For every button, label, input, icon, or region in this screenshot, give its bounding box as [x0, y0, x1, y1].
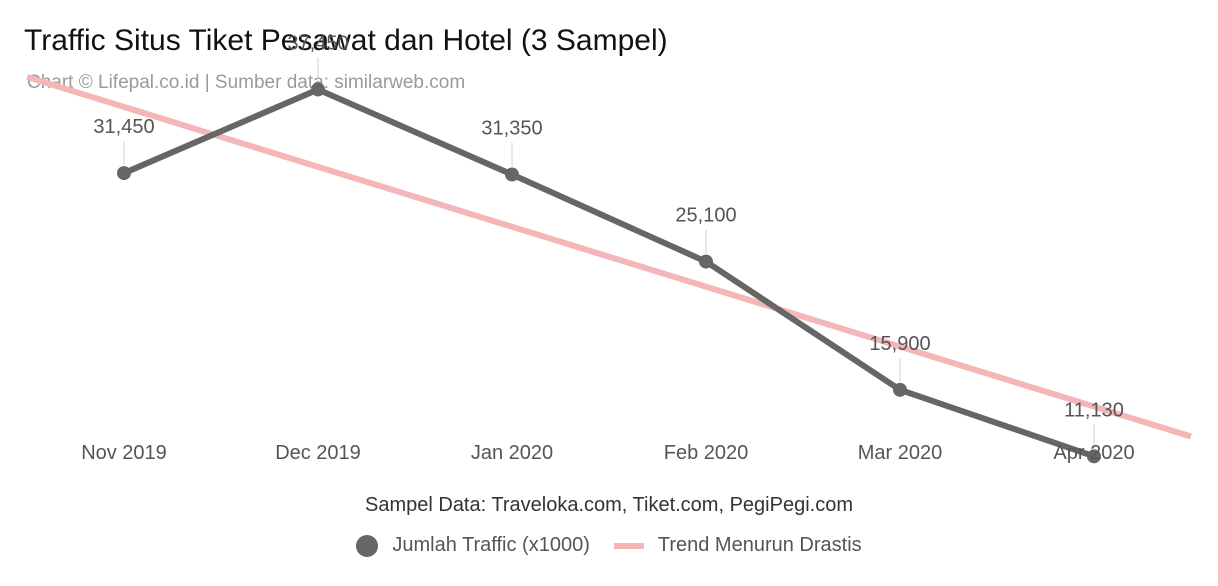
data-label: 37,450: [287, 32, 348, 54]
data-label: 25,100: [675, 205, 736, 227]
x-tick-label: Nov 2019: [81, 442, 167, 464]
sample-data-note: Sampel Data: Traveloka.com, Tiket.com, P…: [365, 494, 853, 516]
x-tick-label: Apr 2020: [1053, 442, 1134, 464]
legend-marker-line: [613, 542, 644, 549]
trend-line: [26, 74, 1192, 440]
x-tick-label: Jan 2020: [471, 442, 553, 464]
chart-title: Traffic Situs Tiket Pesawat dan Hotel (3…: [24, 24, 668, 57]
data-point[interactable]: [117, 166, 131, 181]
data-label: 15,900: [869, 333, 930, 355]
legend-label-trend: Trend Menurun Drastis: [657, 534, 862, 556]
data-label: 11,130: [1064, 399, 1124, 421]
data-point[interactable]: [505, 167, 519, 182]
data-point[interactable]: [893, 382, 907, 397]
legend-label-traffic: Jumlah Traffic (x1000): [392, 534, 590, 556]
legend-item-traffic[interactable]: Jumlah Traffic (x1000): [356, 534, 590, 557]
traffic-series-line: [121, 86, 1097, 460]
x-tick-label: Feb 2020: [664, 442, 749, 464]
legend-marker-dot: [356, 534, 379, 557]
x-tick-label: Dec 2019: [275, 442, 361, 464]
chart-subtitle: Chart © Lifepal.co.id | Sumber data: sim…: [27, 72, 466, 93]
data-point[interactable]: [311, 82, 325, 97]
data-point[interactable]: [699, 254, 713, 269]
x-tick-label: Mar 2020: [858, 442, 943, 464]
data-label: 31,350: [481, 117, 542, 139]
data-label: 31,450: [93, 116, 154, 138]
data-point[interactable]: [1087, 449, 1101, 464]
legend: Jumlah Traffic (x1000) Trend Menurun Dra…: [0, 534, 1218, 557]
legend-item-trend[interactable]: Trend Menurun Drastis: [613, 534, 862, 557]
